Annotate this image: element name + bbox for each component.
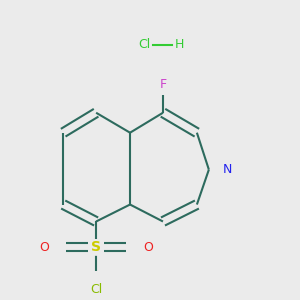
Text: N: N (223, 163, 232, 176)
Text: H: H (175, 38, 184, 51)
Text: Cl: Cl (138, 38, 150, 51)
Text: O: O (143, 241, 153, 254)
Text: O: O (39, 241, 49, 254)
Text: S: S (91, 240, 101, 254)
Text: F: F (159, 78, 167, 91)
Text: Cl: Cl (90, 284, 102, 296)
